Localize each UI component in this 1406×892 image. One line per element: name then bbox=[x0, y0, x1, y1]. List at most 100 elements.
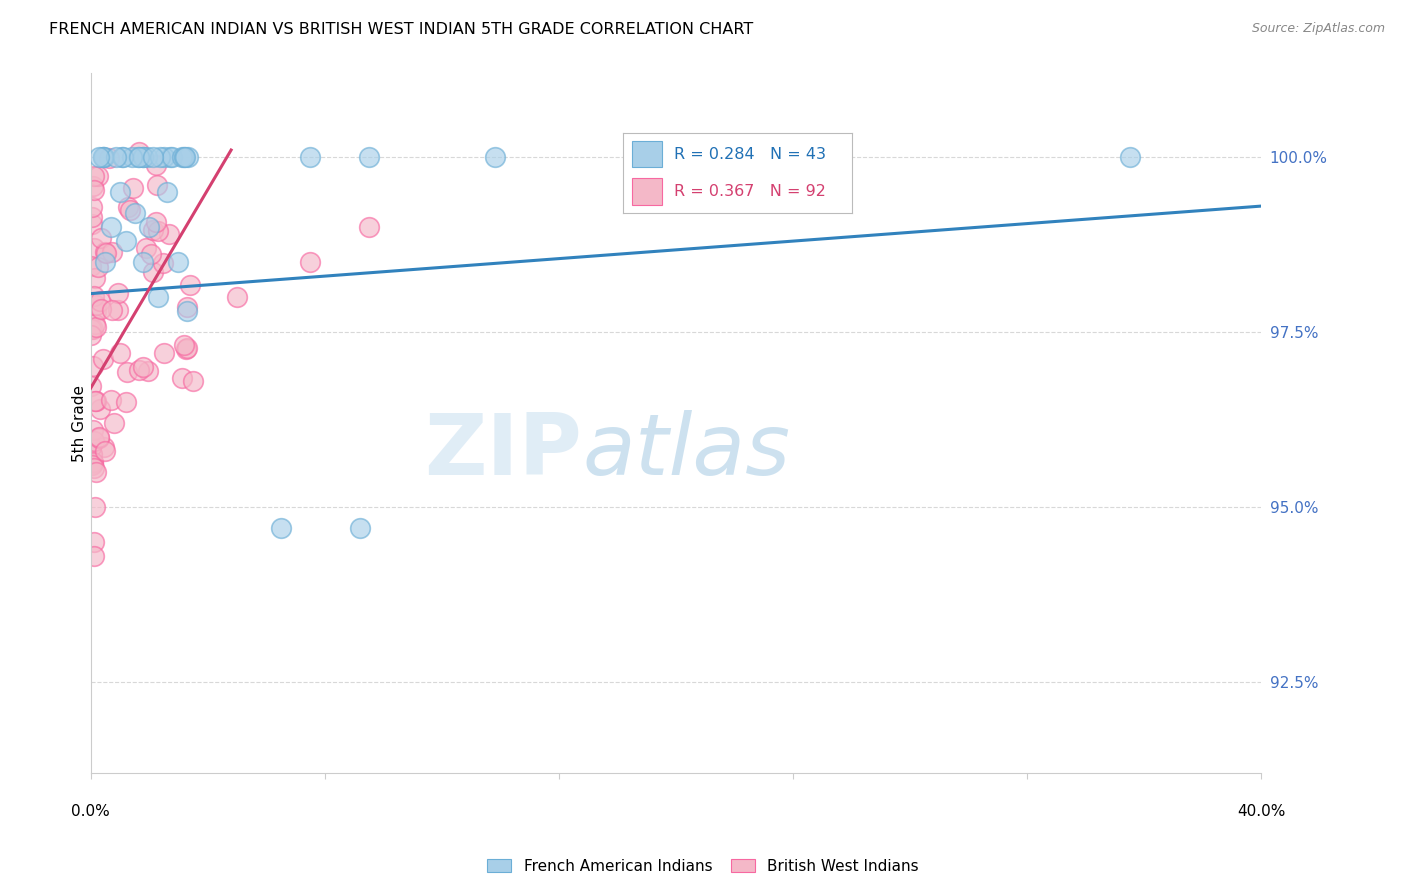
Point bbox=[91, 150, 114, 164]
Point bbox=[82, 179, 104, 194]
Point bbox=[110, 150, 132, 164]
Point bbox=[142, 265, 165, 279]
Point bbox=[122, 181, 145, 195]
Point bbox=[82, 455, 104, 469]
Point bbox=[349, 521, 371, 535]
Point bbox=[108, 345, 131, 359]
Point bbox=[83, 549, 105, 564]
Point bbox=[145, 158, 167, 172]
Point bbox=[94, 255, 117, 269]
Point bbox=[142, 150, 165, 164]
Point bbox=[80, 447, 103, 461]
Text: FRENCH AMERICAN INDIAN VS BRITISH WEST INDIAN 5TH GRADE CORRELATION CHART: FRENCH AMERICAN INDIAN VS BRITISH WEST I… bbox=[49, 22, 754, 37]
Text: 40.0%: 40.0% bbox=[1237, 804, 1285, 819]
Point bbox=[177, 150, 200, 164]
Point bbox=[84, 394, 107, 409]
Text: atlas: atlas bbox=[582, 409, 790, 492]
Point bbox=[105, 150, 128, 164]
Point bbox=[87, 169, 110, 184]
Point bbox=[80, 200, 103, 214]
Point bbox=[152, 256, 174, 270]
Point bbox=[87, 260, 110, 274]
Point bbox=[156, 185, 179, 199]
Point bbox=[80, 210, 103, 224]
Point bbox=[84, 319, 107, 334]
Text: Source: ZipAtlas.com: Source: ZipAtlas.com bbox=[1251, 22, 1385, 36]
Point bbox=[84, 297, 107, 311]
Point bbox=[94, 246, 117, 260]
Point bbox=[101, 244, 124, 259]
Point bbox=[83, 394, 105, 409]
Point bbox=[132, 150, 155, 164]
Point bbox=[157, 227, 180, 242]
Point bbox=[179, 277, 201, 292]
Point bbox=[83, 169, 105, 183]
Point bbox=[80, 328, 103, 343]
Point bbox=[86, 465, 108, 479]
Point bbox=[132, 360, 155, 375]
Point bbox=[80, 259, 103, 273]
Point bbox=[93, 150, 115, 164]
Point bbox=[80, 440, 103, 454]
Point bbox=[695, 150, 717, 164]
Point bbox=[153, 150, 176, 164]
Point bbox=[84, 270, 107, 285]
Point bbox=[128, 150, 150, 164]
Point bbox=[120, 202, 142, 217]
Point bbox=[80, 378, 103, 392]
Point bbox=[142, 223, 165, 237]
Point bbox=[357, 220, 380, 235]
Point bbox=[173, 337, 195, 351]
Point bbox=[299, 255, 322, 269]
Point bbox=[149, 150, 172, 164]
Point bbox=[139, 247, 162, 261]
Point bbox=[90, 301, 112, 316]
Point bbox=[80, 322, 103, 336]
Point bbox=[124, 206, 146, 220]
Point bbox=[270, 521, 292, 535]
Point bbox=[94, 444, 117, 458]
Text: 0.0%: 0.0% bbox=[72, 804, 110, 819]
Point bbox=[170, 371, 193, 385]
Point bbox=[83, 461, 105, 475]
Point bbox=[87, 431, 110, 445]
Point bbox=[117, 200, 139, 214]
Point bbox=[82, 217, 104, 231]
Point bbox=[97, 151, 120, 165]
Point bbox=[87, 150, 110, 164]
Point bbox=[138, 220, 160, 235]
Point bbox=[115, 365, 138, 379]
Point bbox=[90, 231, 112, 245]
Point bbox=[484, 150, 506, 164]
Point bbox=[101, 303, 124, 318]
Point bbox=[146, 290, 169, 304]
Point bbox=[82, 321, 104, 335]
Point bbox=[160, 150, 183, 164]
Point bbox=[146, 224, 169, 238]
Point bbox=[135, 150, 157, 164]
Point bbox=[108, 185, 131, 199]
Point bbox=[82, 423, 104, 437]
Point bbox=[84, 500, 107, 515]
Point bbox=[91, 352, 114, 367]
Point bbox=[94, 244, 117, 259]
Point bbox=[83, 434, 105, 448]
Point bbox=[127, 150, 149, 164]
Point bbox=[114, 234, 136, 248]
Point bbox=[132, 255, 155, 269]
Point bbox=[170, 150, 193, 164]
Point bbox=[128, 362, 150, 376]
Point bbox=[103, 416, 125, 430]
Point bbox=[114, 395, 136, 409]
Point bbox=[299, 150, 322, 164]
Point bbox=[89, 293, 111, 308]
Point bbox=[176, 300, 198, 314]
Point bbox=[1118, 150, 1140, 164]
Point bbox=[82, 359, 104, 373]
Point bbox=[83, 535, 105, 549]
Point bbox=[84, 304, 107, 318]
Point bbox=[167, 255, 190, 269]
Point bbox=[176, 304, 198, 318]
Point bbox=[146, 178, 169, 193]
Point bbox=[83, 183, 105, 197]
